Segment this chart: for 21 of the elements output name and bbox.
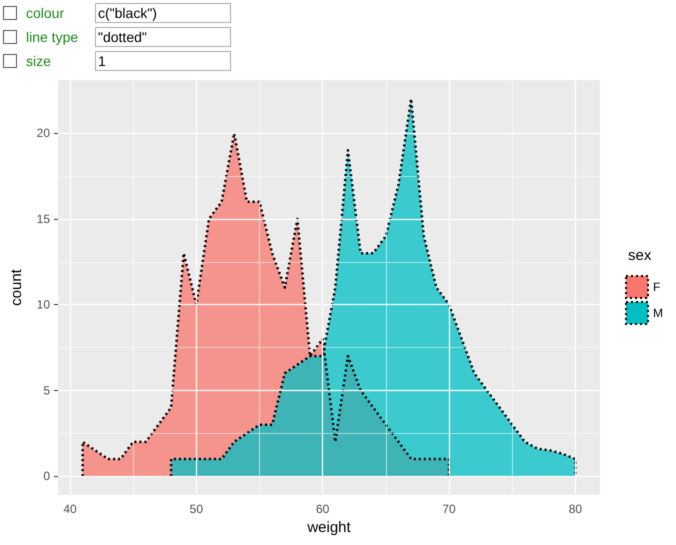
text: colour [26,5,66,21]
legend-label: F [653,280,660,294]
text: line type [26,29,80,45]
y-tick-label: 15 [36,212,50,226]
x-axis-title: weight [306,518,352,536]
x-tick-label: 80 [568,502,582,516]
y-tick-label: 0 [43,469,50,484]
legend-label: M [653,306,664,320]
y-tick-label: 10 [36,298,50,312]
x-tick-label: 60 [316,502,330,516]
y-tick-label: 5 [43,383,50,398]
text: size [26,53,52,69]
y-tick-label: 20 [36,126,50,140]
legend-title: sex [628,247,652,264]
text-field: c("black") [95,3,231,23]
x-tick-label: 40 [63,502,77,516]
x-tick-label: 70 [442,502,456,516]
text-field: "dotted" [95,27,231,47]
x-tick-label: 50 [190,502,204,516]
text-field: 1 [95,51,231,71]
y-axis-title: count [8,268,25,306]
